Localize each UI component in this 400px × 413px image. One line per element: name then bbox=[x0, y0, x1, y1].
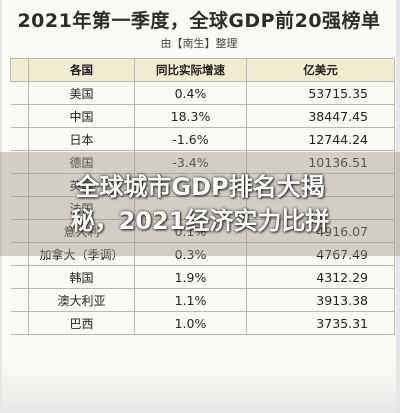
bottom-fade bbox=[0, 363, 400, 413]
headline-line-1: 全球城市GDP排名大揭 bbox=[75, 173, 325, 201]
cell-country: 澳大利亚 bbox=[28, 288, 135, 312]
cell-country: 韩国 bbox=[28, 265, 135, 289]
table-row: 英国 bbox=[10, 173, 395, 197]
cell-country: 德国 bbox=[28, 150, 135, 174]
cell-gdp: 12744.24 bbox=[246, 127, 395, 151]
cell-country: 中国 bbox=[28, 104, 135, 128]
cell-growth: 1.0% bbox=[134, 311, 247, 335]
cell-country: 意大利 bbox=[28, 219, 135, 243]
cell-growth: 18.3% bbox=[134, 104, 247, 128]
cell-gdp: 4916.07 bbox=[246, 219, 395, 243]
headline-banner bbox=[0, 152, 400, 256]
cell-growth: -1.6% bbox=[134, 127, 247, 151]
headline-overlay: 全球城市GDP排名大揭 秘，2021经济实力比拼 bbox=[0, 170, 400, 238]
cell-growth: 0.3% bbox=[134, 242, 247, 266]
table-row: 韩国 1.9% 4312.29 bbox=[10, 265, 395, 289]
header-gdp: 亿美元 bbox=[246, 58, 395, 82]
cell-country: 日本 bbox=[28, 127, 135, 151]
cell-growth: 0.4% bbox=[134, 81, 247, 105]
table-header-row: 各国 同比实际增速 亿美元 bbox=[10, 58, 395, 82]
table-row: 德国 -3.4% 10136.51 bbox=[10, 150, 395, 174]
table-row: 巴西 1.0% 3735.31 bbox=[10, 311, 395, 335]
page-title: 2021年第一季度，全球GDP前20强榜单 bbox=[17, 10, 381, 32]
header-index bbox=[10, 58, 29, 82]
table-row: 中国 18.3% 38447.45 bbox=[10, 104, 395, 128]
cell-country: 法国 bbox=[28, 196, 135, 220]
cell-gdp: 3913.38 bbox=[246, 288, 395, 312]
cell-gdp: 4312.29 bbox=[246, 265, 395, 289]
cell-growth: 1.9% bbox=[134, 265, 247, 289]
gdp-table: 各国 同比实际增速 亿美元 美国 0.4% 53715.35 中国 18.3% … bbox=[10, 58, 395, 335]
table-row: 意大利 0.1% 4916.07 bbox=[10, 219, 395, 243]
cell-country: 巴西 bbox=[28, 311, 135, 335]
cell-growth bbox=[134, 173, 247, 197]
cell-gdp: 3735.31 bbox=[246, 311, 395, 335]
table-row: 日本 -1.6% 12744.24 bbox=[10, 127, 395, 151]
cell-gdp: 53715.35 bbox=[246, 81, 395, 105]
cell-growth: 1.1% bbox=[134, 288, 247, 312]
table-row: 美国 0.4% 53715.35 bbox=[10, 81, 395, 105]
cell-gdp bbox=[246, 173, 395, 197]
cell-gdp: 10136.51 bbox=[246, 150, 395, 174]
cell-country: 美国 bbox=[28, 81, 135, 105]
cell-gdp: 38447.45 bbox=[246, 104, 395, 128]
header-country: 各国 bbox=[28, 58, 135, 82]
source-credit: 由【南生】整理 bbox=[160, 37, 238, 50]
cell-growth: -3.4% bbox=[134, 150, 247, 174]
headline-line-2: 秘，2021经济实力比拼 bbox=[70, 207, 330, 235]
table-row: 澳大利亚 1.1% 3913.38 bbox=[10, 288, 395, 312]
header-growth: 同比实际增速 bbox=[134, 58, 247, 82]
